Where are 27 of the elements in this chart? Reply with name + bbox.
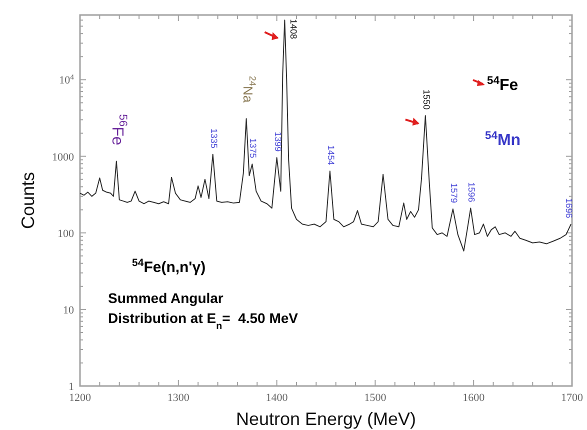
y-tick-label: 1000 [52,151,74,164]
x-tick-label: 1600 [462,392,486,404]
x-tick-label: 1400 [266,392,288,404]
annotation: 1335 [208,128,218,148]
annotation: 1596 [466,182,476,202]
y-tick-label: 10 [63,304,74,316]
y-tick-label: 10$^{4}$ [59,72,74,87]
y-axis-title: Counts [18,172,38,230]
annotation: 1375 [248,138,258,158]
x-axis-title: Neutron Energy (MeV) [236,409,416,429]
annotation: Summed Angular Distribution at E$_{n}$= 4.50 MeV [108,290,299,332]
annotation: $^{54}$Fe [487,75,518,94]
line-series [80,20,572,252]
x-tick-label: 1500 [364,392,387,404]
annotation: 1399 [272,132,282,152]
x-tick-label: 1200 [69,392,92,404]
annotation: 1454 [326,145,336,166]
y-tick-label: 100 [58,228,74,240]
x-tick-label: 1300 [167,392,190,404]
x-tick-label: 1700 [561,392,584,404]
annotation: 1696 [564,198,574,218]
y-tick-label: 1 [68,381,74,393]
annotation: $^{54}$Fe(n,n'γ) [132,257,206,276]
annotation: $^{54}$Mn [485,130,521,149]
annotation: 1579 [448,182,459,203]
annotation: 1408 [288,19,298,40]
annotation: 1550 [421,90,432,110]
